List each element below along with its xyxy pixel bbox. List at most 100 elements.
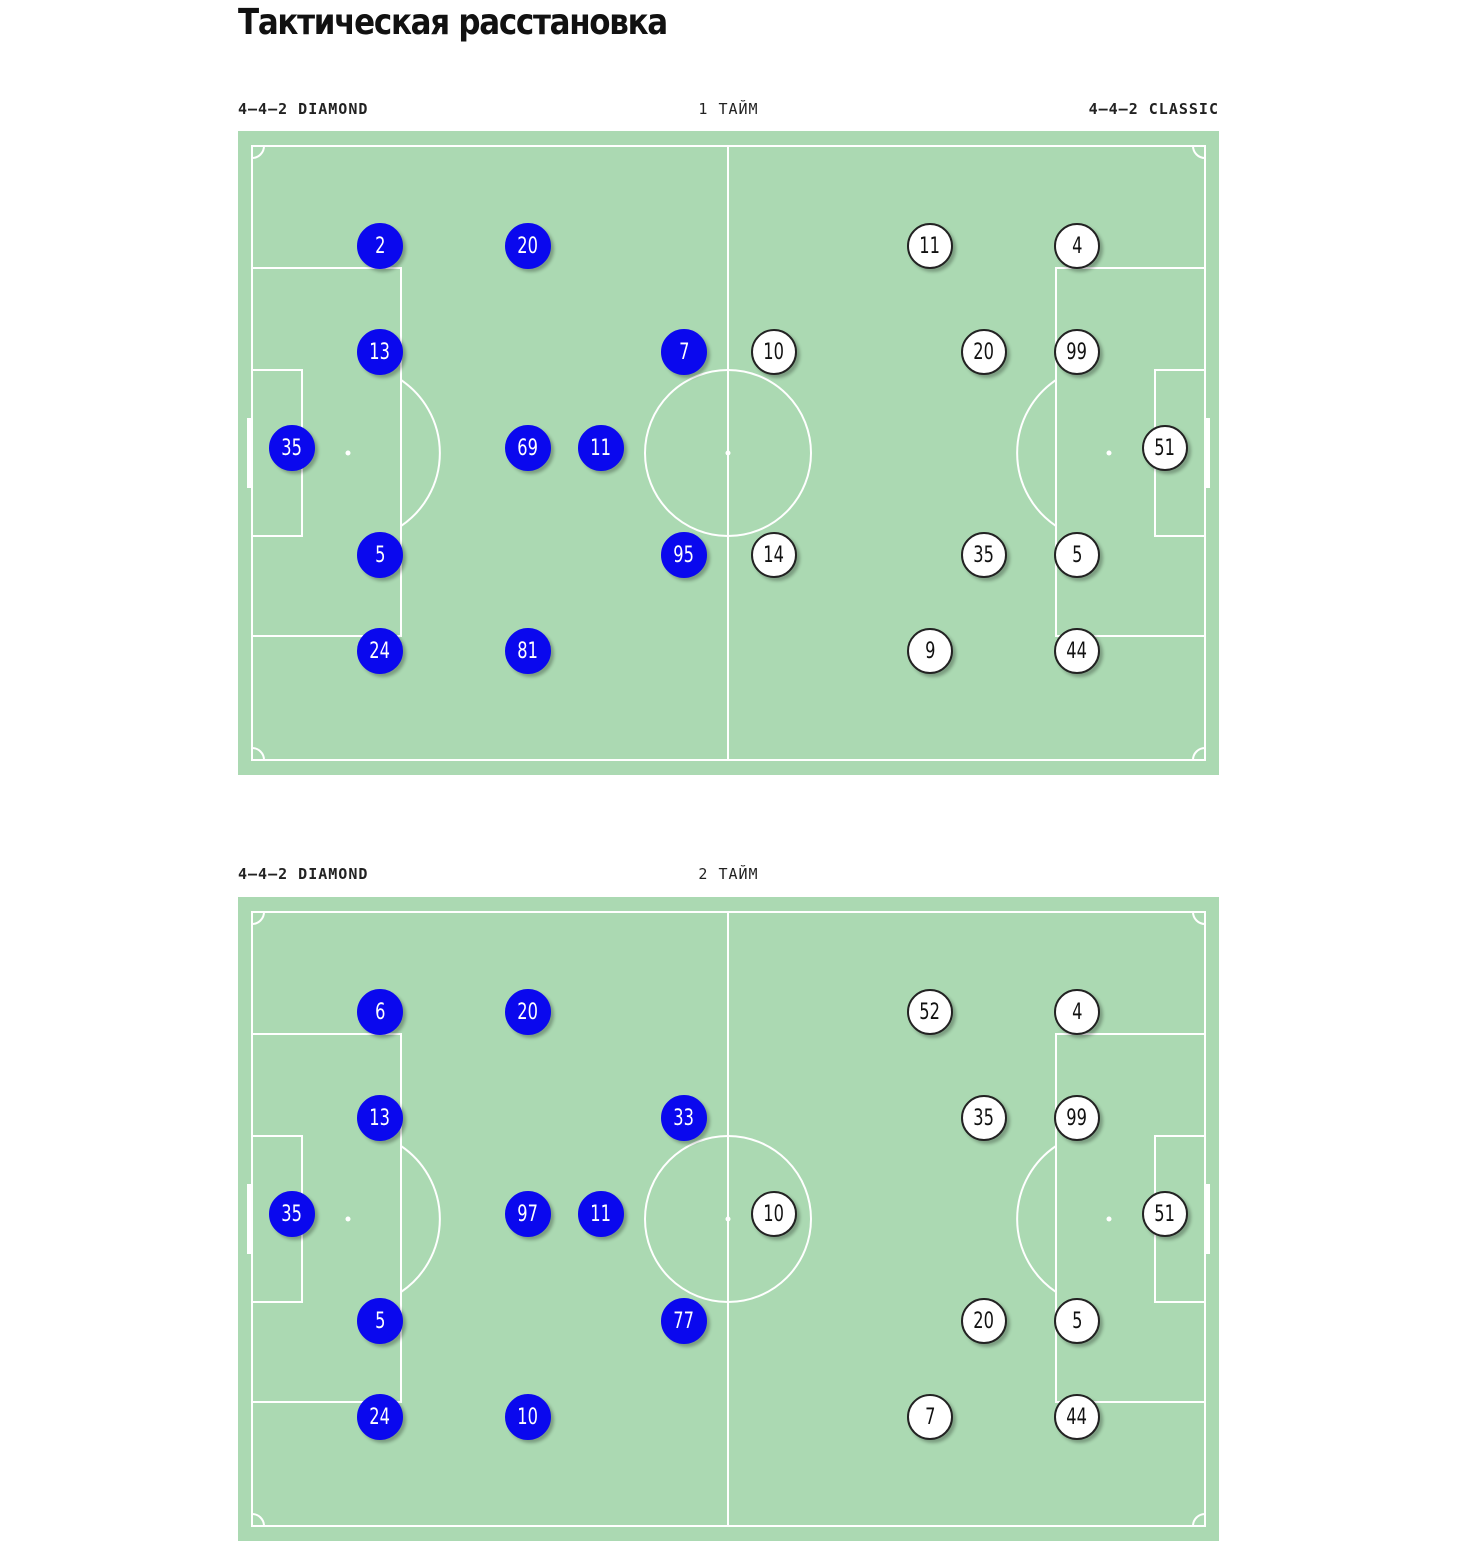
home-player-69: 69 [505,425,551,471]
player-number: 51 [1154,1201,1176,1227]
away-player-51: 51 [1142,425,1188,471]
pitch-markings [247,145,1210,761]
player-number: 35 [973,542,995,568]
home-player-11: 11 [578,425,624,471]
player-number: 4 [1071,233,1083,259]
player-number: 99 [1066,1105,1088,1131]
player-number: 95 [673,542,695,568]
away-player-35: 35 [961,1095,1007,1141]
player-number: 7 [678,339,690,365]
home-player-20: 20 [505,223,551,269]
player-number: 14 [763,542,785,568]
away-player-99: 99 [1054,1095,1100,1141]
away-player-9: 9 [907,628,953,674]
away-player-10: 10 [751,1191,797,1237]
player-number: 10 [763,1201,785,1227]
home-player-33: 33 [661,1095,707,1141]
home-player-81: 81 [505,628,551,674]
home-player-97: 97 [505,1191,551,1237]
player-number: 69 [517,435,539,461]
player-number: 52 [919,999,941,1025]
player-number: 5 [1071,542,1083,568]
home-player-11: 11 [578,1191,624,1237]
player-number: 44 [1066,1404,1088,1430]
player-number: 11 [590,435,612,461]
page-title: Тактическая расстановка [238,2,668,43]
away-player-44: 44 [1054,1394,1100,1440]
home-player-5: 5 [357,532,403,578]
away-player-20: 20 [961,1298,1007,1344]
player-number: 44 [1066,638,1088,664]
away-player-4: 4 [1054,223,1100,269]
pitch-markings [247,911,1210,1527]
home-player-24: 24 [357,628,403,674]
away-player-52: 52 [907,989,953,1035]
half-header: 4–4–2 DIAMOND 1 ТАЙМ 4–4–2 CLASSIC [238,100,1219,122]
home-player-7: 7 [661,329,707,375]
home-player-35: 35 [269,425,315,471]
player-number: 11 [590,1201,612,1227]
player-number: 5 [374,542,386,568]
away-player-11: 11 [907,223,953,269]
player-number: 35 [973,1105,995,1131]
football-pitch: 6 20 13 33 35 97 11 5 77 24 10 52 4 35 99 10 51 20 5 7 44 [238,897,1219,1541]
away-player-20: 20 [961,329,1007,375]
away-player-10: 10 [751,329,797,375]
home-player-6: 6 [357,989,403,1035]
football-pitch: 2 20 13 7 35 69 11 5 95 24 81 11 4 10 20 99 51 14 35 5 9 44 [238,131,1219,775]
home-formation-label: 4–4–2 DIAMOND [238,100,369,118]
home-formation-label: 4–4–2 DIAMOND [238,865,369,883]
player-number: 20 [517,999,539,1025]
player-number: 99 [1066,339,1088,365]
home-player-10: 10 [505,1394,551,1440]
player-number: 35 [281,435,303,461]
home-player-95: 95 [661,532,707,578]
player-number: 24 [369,1404,391,1430]
player-number: 4 [1071,999,1083,1025]
player-number: 20 [973,339,995,365]
half-label: 2 ТАЙМ [698,865,759,883]
player-number: 13 [369,339,391,365]
player-number: 20 [517,233,539,259]
home-player-20: 20 [505,989,551,1035]
player-number: 13 [369,1105,391,1131]
away-formation-label: 4–4–2 CLASSIC [1088,100,1219,118]
player-number: 35 [281,1201,303,1227]
player-number: 9 [924,638,936,664]
away-player-4: 4 [1054,989,1100,1035]
player-number: 5 [374,1308,386,1334]
away-player-99: 99 [1054,329,1100,375]
away-player-14: 14 [751,532,797,578]
away-player-35: 35 [961,532,1007,578]
away-player-5: 5 [1054,1298,1100,1344]
player-number: 10 [517,1404,539,1430]
home-player-13: 13 [357,329,403,375]
player-number: 20 [973,1308,995,1334]
home-player-13: 13 [357,1095,403,1141]
player-number: 10 [763,339,785,365]
home-player-24: 24 [357,1394,403,1440]
half-label: 1 ТАЙМ [698,100,759,118]
player-number: 7 [924,1404,936,1430]
home-player-35: 35 [269,1191,315,1237]
away-player-7: 7 [907,1394,953,1440]
away-player-44: 44 [1054,628,1100,674]
player-number: 2 [374,233,386,259]
first-half-section: 4–4–2 DIAMOND 1 ТАЙМ 4–4–2 CLASSIC 2 20 13… [238,100,1219,775]
player-number: 81 [517,638,539,664]
player-number: 5 [1071,1308,1083,1334]
half-header: 4–4–2 DIAMOND 2 ТАЙМ [238,865,1219,887]
player-number: 24 [369,638,391,664]
player-number: 97 [517,1201,539,1227]
player-number: 6 [374,999,386,1025]
player-number: 11 [919,233,941,259]
away-player-5: 5 [1054,532,1100,578]
home-player-2: 2 [357,223,403,269]
player-number: 33 [673,1105,695,1131]
home-player-77: 77 [661,1298,707,1344]
home-player-5: 5 [357,1298,403,1344]
player-number: 77 [673,1308,695,1334]
second-half-section: 4–4–2 DIAMOND 2 ТАЙМ 6 20 13 33 35 97 11 5 77 24 1… [238,865,1219,1541]
player-number: 51 [1154,435,1176,461]
away-player-51: 51 [1142,1191,1188,1237]
